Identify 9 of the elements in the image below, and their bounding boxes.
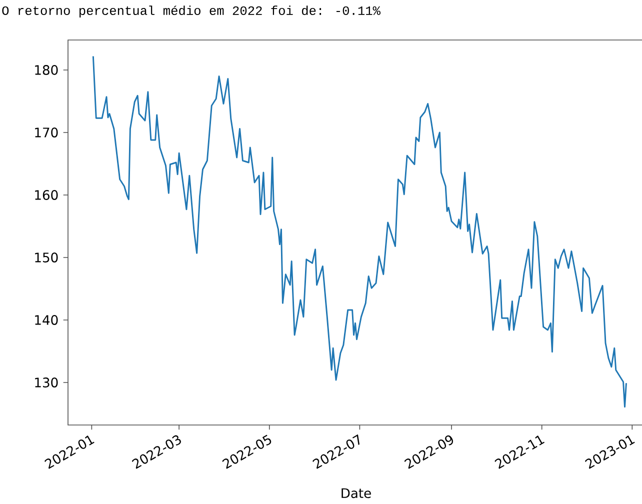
chart-title: O retorno percentual médio em 2022 foi de: -0.11%	[2, 6, 380, 18]
y-tick-label: 150	[35, 252, 58, 262]
y-tick-label: 160	[35, 190, 58, 200]
y-tick-label: 130	[35, 378, 58, 388]
y-tick-label: 140	[35, 315, 58, 325]
y-tick-label: 180	[35, 65, 58, 75]
line-series	[92, 56, 627, 408]
x-axis-title: Date	[342, 488, 371, 498]
y-tick-label: 170	[35, 128, 58, 138]
